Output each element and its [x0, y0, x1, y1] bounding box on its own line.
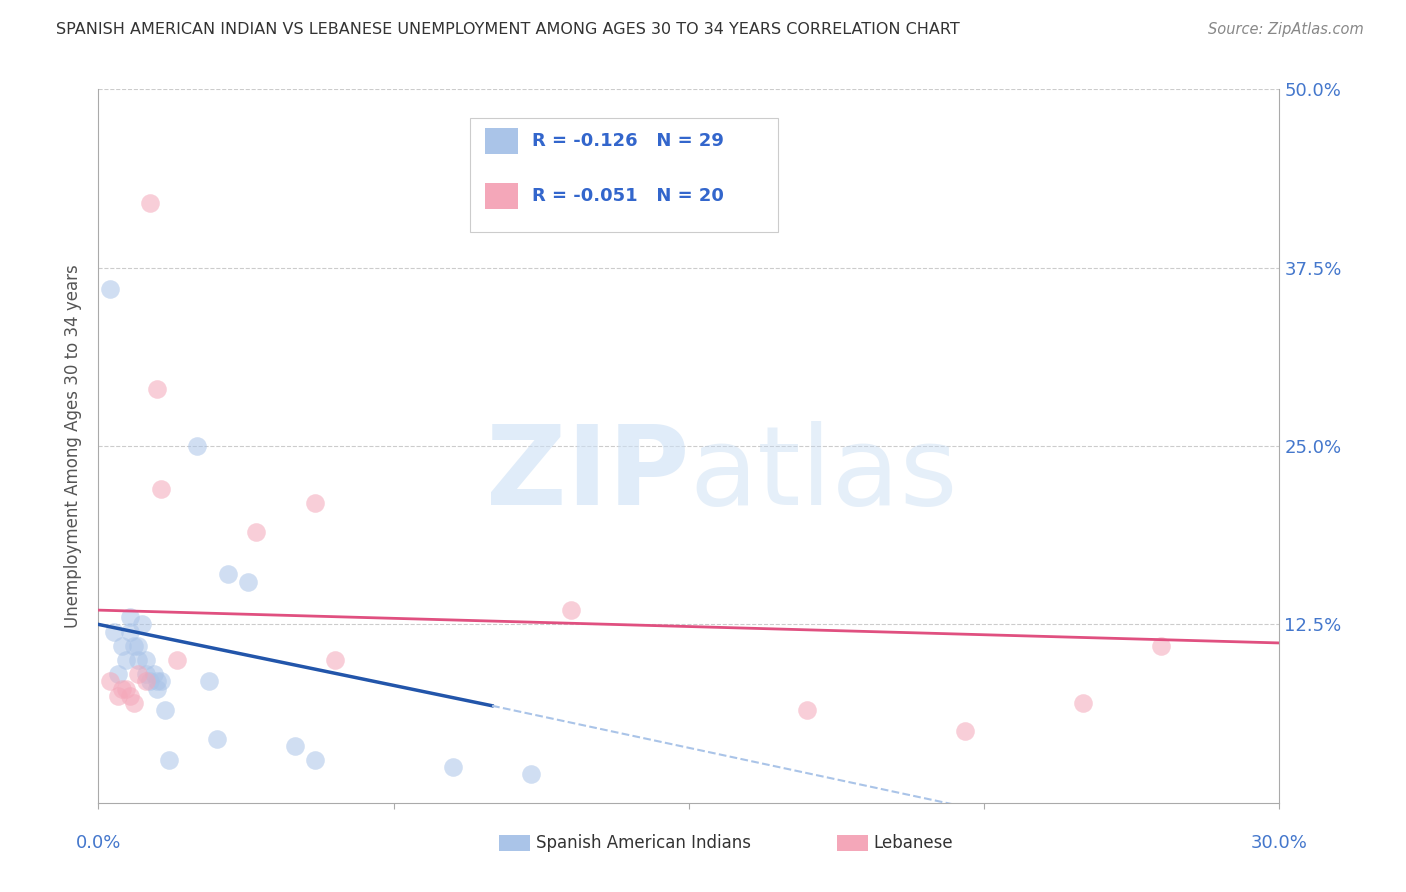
Point [157, 753, 180, 767]
Point [146, 674, 169, 689]
FancyBboxPatch shape [471, 118, 778, 232]
Point [304, 753, 326, 767]
Point [103, 624, 125, 639]
Point [135, 667, 157, 681]
Point [98, 282, 121, 296]
Y-axis label: Unemployment Among Ages 30 to 34 years: Unemployment Among Ages 30 to 34 years [65, 264, 83, 628]
Point [953, 724, 976, 739]
Text: ZIP: ZIP [485, 421, 689, 528]
Point [186, 439, 208, 453]
Point [520, 767, 543, 781]
Point [122, 639, 145, 653]
Text: 0.0%: 0.0% [76, 834, 121, 852]
Point [131, 617, 153, 632]
Text: SPANISH AMERICAN INDIAN VS LEBANESE UNEMPLOYMENT AMONG AGES 30 TO 34 YEARS CORRE: SPANISH AMERICAN INDIAN VS LEBANESE UNEM… [56, 22, 960, 37]
Point [127, 653, 149, 667]
Point [115, 653, 138, 667]
Point [1071, 696, 1094, 710]
Point [142, 667, 165, 681]
Point [118, 689, 141, 703]
Point [441, 760, 464, 774]
Text: Lebanese: Lebanese [873, 834, 953, 852]
Point [107, 667, 129, 681]
Point [98, 674, 121, 689]
Point [127, 639, 149, 653]
Point [205, 731, 228, 746]
Point [1150, 639, 1173, 653]
Point [150, 482, 173, 496]
Text: Source: ZipAtlas.com: Source: ZipAtlas.com [1208, 22, 1364, 37]
Point [217, 567, 239, 582]
Point [127, 667, 149, 681]
Point [197, 674, 219, 689]
Text: Spanish American Indians: Spanish American Indians [536, 834, 751, 852]
Point [560, 603, 582, 617]
Point [135, 674, 157, 689]
Point [155, 703, 177, 717]
Point [323, 653, 346, 667]
Point [118, 624, 141, 639]
Point [118, 610, 141, 624]
Point [150, 674, 173, 689]
Point [146, 681, 169, 696]
Point [166, 653, 188, 667]
Point [304, 496, 326, 510]
Point [122, 696, 145, 710]
Text: atlas: atlas [689, 421, 957, 528]
Bar [485, 128, 517, 154]
Point [111, 639, 134, 653]
Bar [485, 183, 517, 209]
Point [135, 653, 157, 667]
Text: R = -0.126   N = 29: R = -0.126 N = 29 [531, 132, 724, 150]
Point [796, 703, 818, 717]
Text: 30.0%: 30.0% [1251, 834, 1308, 852]
Point [245, 524, 267, 539]
Point [236, 574, 259, 589]
Text: R = -0.051   N = 20: R = -0.051 N = 20 [531, 187, 724, 205]
Point [138, 196, 160, 211]
Point [107, 689, 129, 703]
Point [146, 382, 169, 396]
Point [111, 681, 134, 696]
Point [115, 681, 138, 696]
Point [138, 674, 160, 689]
Point [284, 739, 307, 753]
